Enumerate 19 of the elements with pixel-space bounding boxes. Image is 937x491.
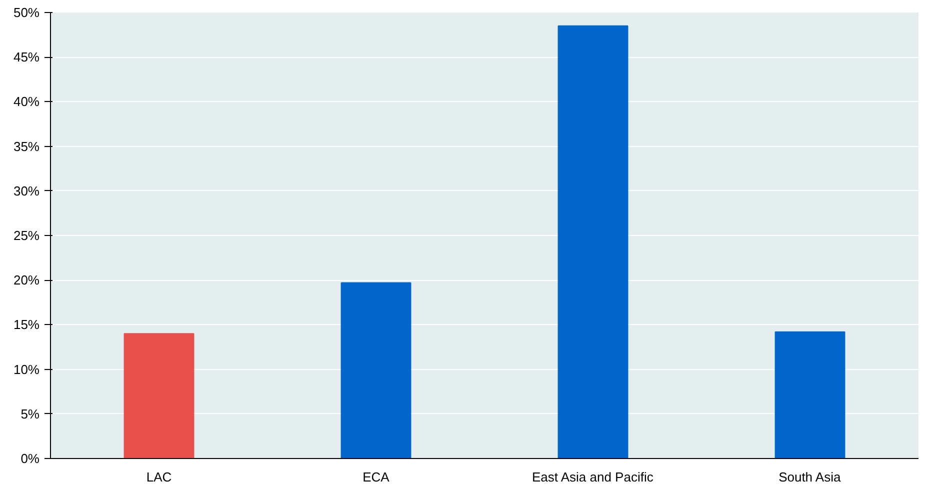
x-tick-label: ECA <box>362 470 390 484</box>
y-tick-label: 10% <box>13 362 40 377</box>
y-tick-label: 40% <box>13 94 40 110</box>
y-tick-label: 0% <box>20 451 40 466</box>
x-tick-label: East Asia and Pacific <box>532 470 654 484</box>
y-tick-label: 50% <box>13 5 40 20</box>
y-tick-label: 25% <box>13 228 40 243</box>
bar <box>774 331 846 458</box>
x-tick-label: LAC <box>146 470 172 484</box>
y-tick-label: 45% <box>13 50 40 65</box>
x-tick-label: South Asia <box>778 470 842 484</box>
bar <box>340 282 412 458</box>
y-tick-label: 15% <box>13 317 40 332</box>
y-tick-label: 35% <box>13 138 40 154</box>
bar <box>124 333 194 458</box>
bar <box>558 25 628 458</box>
y-tick-label: 30% <box>13 183 40 198</box>
y-tick-label: 20% <box>13 272 40 288</box>
y-tick-label: 5% <box>20 406 40 422</box>
